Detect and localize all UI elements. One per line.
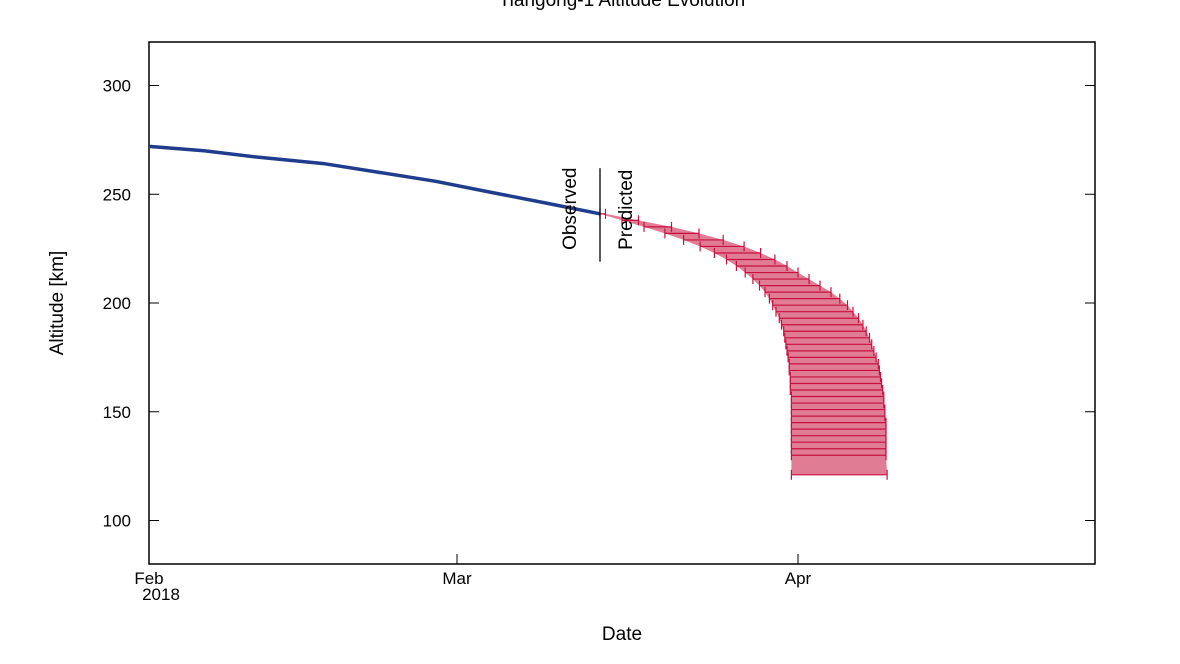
x-axis-title: Date bbox=[602, 624, 642, 645]
y-axis-title: Altitude [km] bbox=[47, 251, 68, 356]
chart-title: Tiangong-1 Altitude Evolution bbox=[499, 0, 745, 11]
y-tick-label: 300 bbox=[103, 77, 131, 96]
series-layer bbox=[148, 144, 888, 480]
x-tick-label: Feb bbox=[134, 569, 163, 588]
observed-series-line bbox=[148, 144, 601, 216]
y-tick-label: 250 bbox=[103, 185, 131, 204]
y-tick-label: 200 bbox=[103, 294, 131, 313]
y-tick-label: 100 bbox=[103, 512, 131, 531]
predicted-label: Predicted bbox=[616, 170, 637, 250]
observed-label: Observed bbox=[560, 168, 581, 250]
x-tick-label: Apr bbox=[785, 569, 812, 588]
y-axis-ticks: 100 150 200 250 300 bbox=[103, 77, 1095, 531]
plot-frame bbox=[148, 41, 1096, 565]
x-tick-label: Mar bbox=[442, 569, 472, 588]
annotation-layer: Observed Predicted bbox=[560, 168, 637, 262]
y-tick-label: 150 bbox=[103, 403, 131, 422]
x-tick-sublabel: 2018 bbox=[142, 585, 180, 604]
